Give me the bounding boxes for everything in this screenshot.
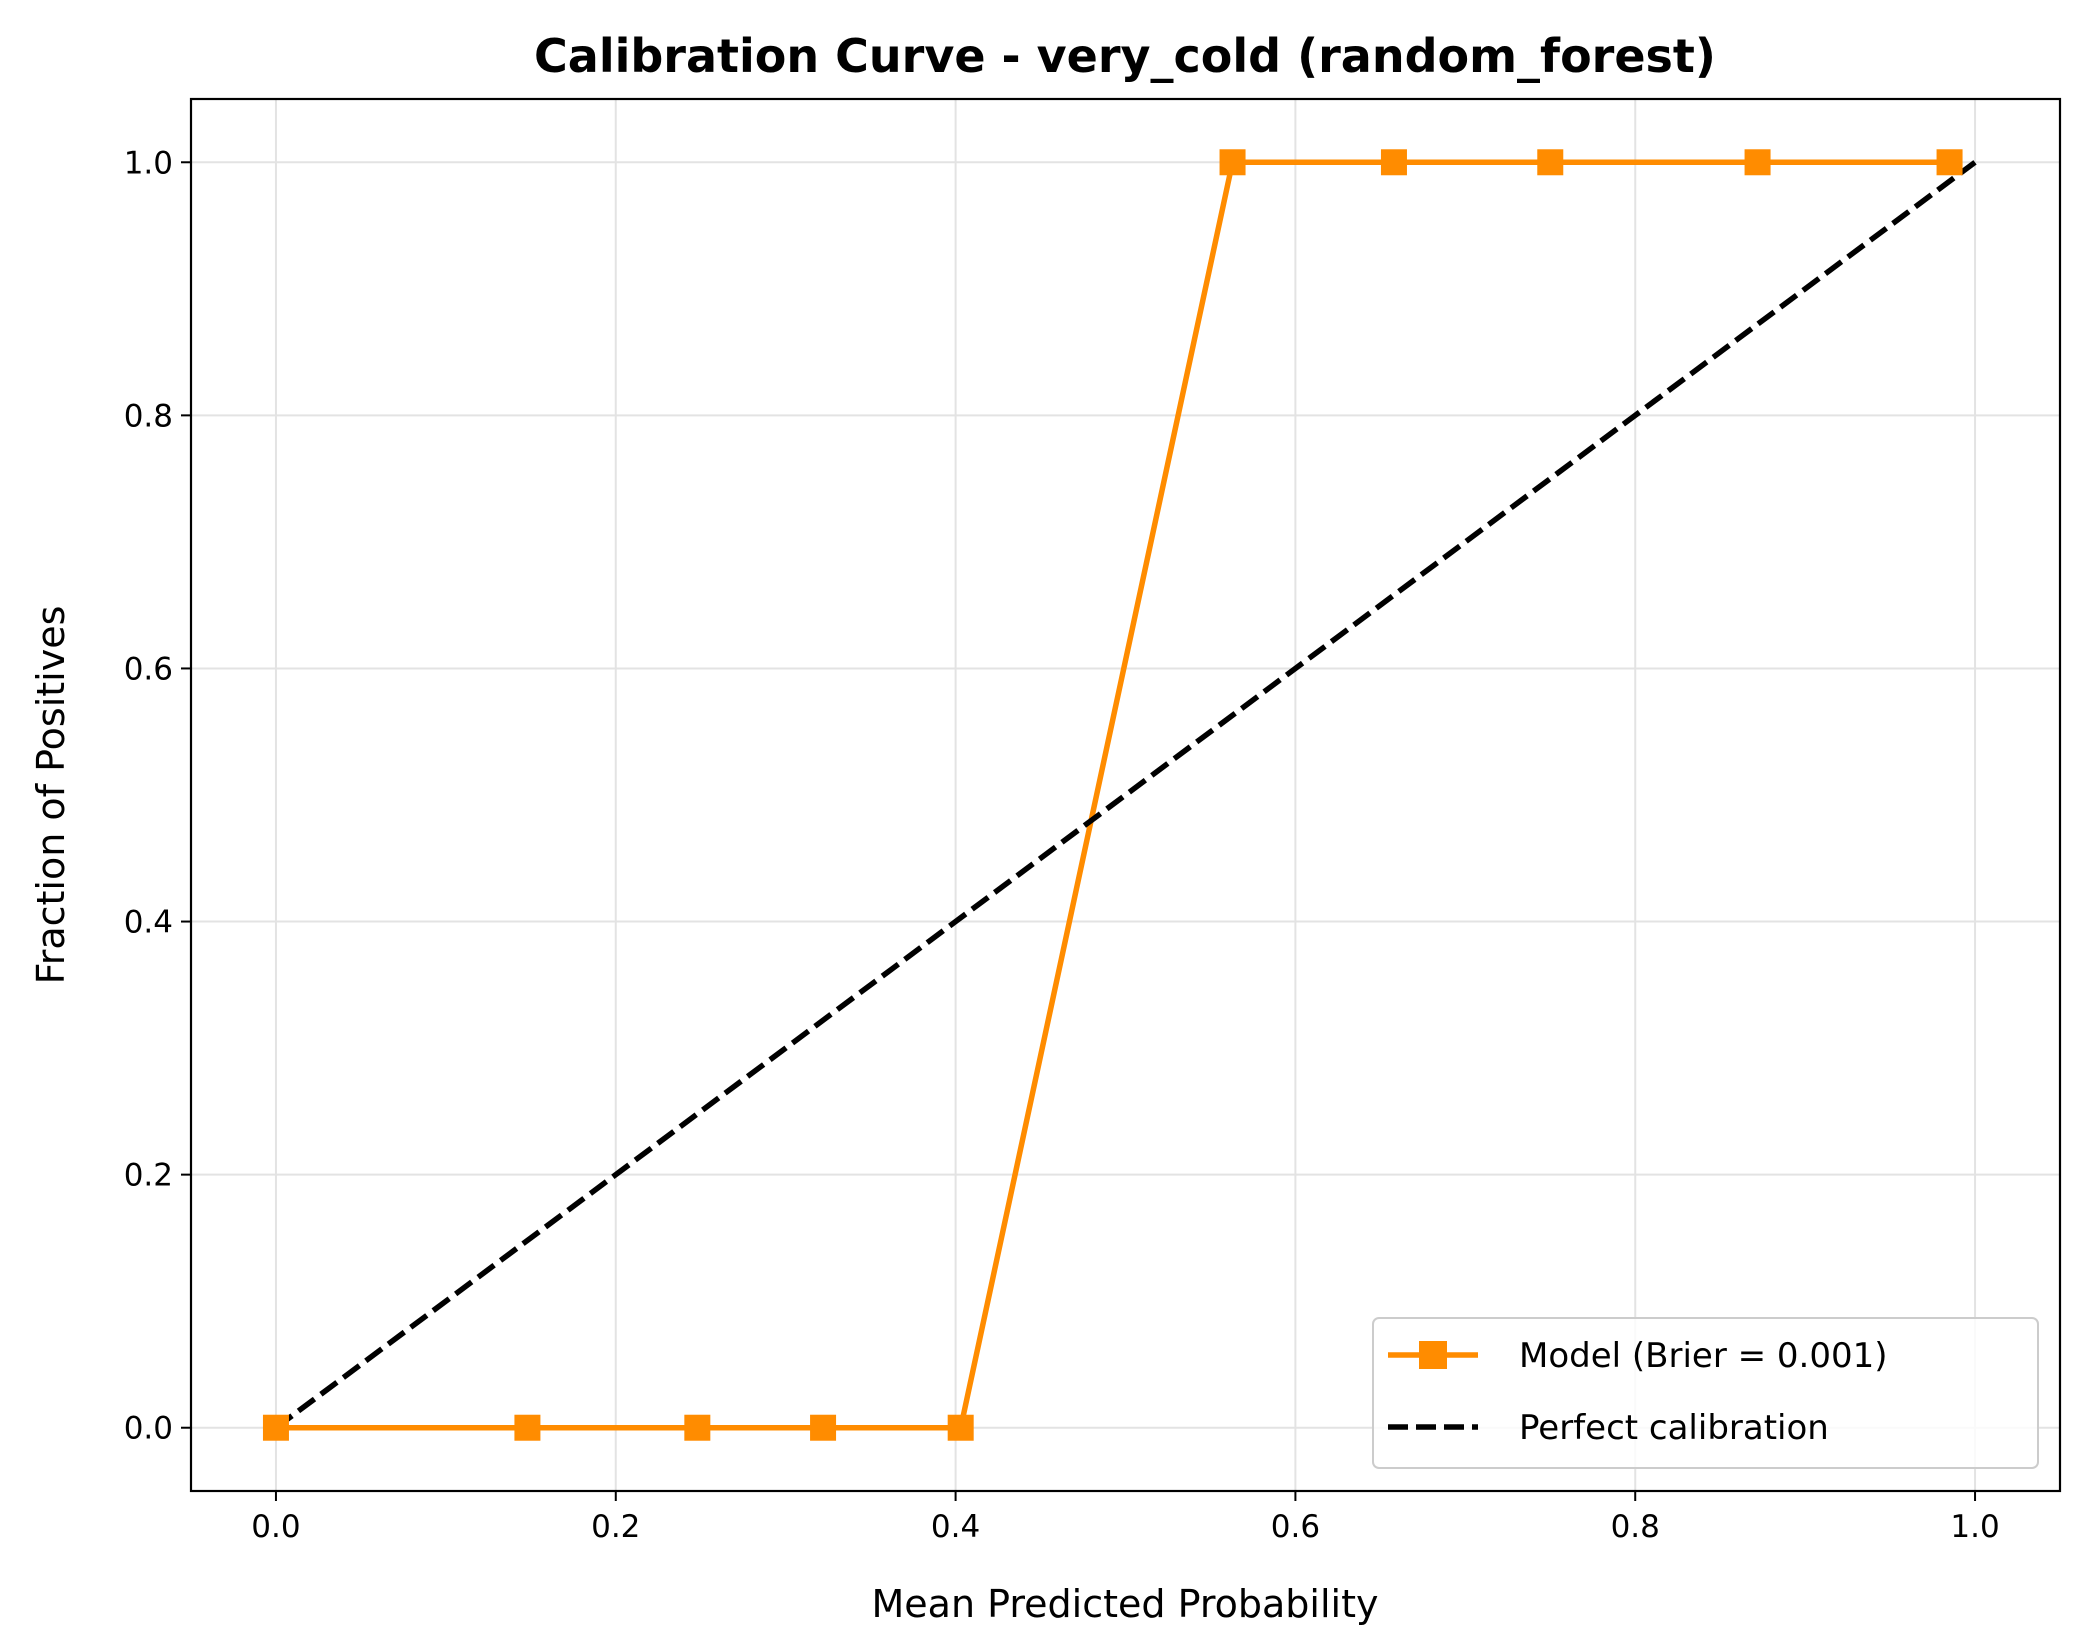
y-tick-label: 0.6 — [124, 651, 173, 687]
x-tick-label: 1.0 — [1950, 1509, 1999, 1545]
legend-perfect-label: Perfect calibration — [1519, 1408, 1829, 1448]
y-tick-label: 0.8 — [124, 398, 173, 434]
model-point-marker — [1219, 149, 1246, 176]
legend: Model (Brier = 0.001) Perfect calibratio… — [1372, 1317, 2039, 1469]
x-tick-label: 0.0 — [251, 1509, 300, 1545]
legend-model-marker — [1419, 1341, 1447, 1369]
x-tick-label: 0.4 — [931, 1509, 980, 1545]
x-tick-label: 0.6 — [1271, 1509, 1320, 1545]
model-point-marker — [1744, 149, 1771, 176]
perfect-calibration-line — [274, 160, 1977, 1430]
y-tick-label: 1.0 — [124, 145, 173, 181]
legend-box — [1372, 1317, 2039, 1469]
y-tick-label: 0.4 — [124, 905, 173, 941]
plot-frame — [189, 97, 2062, 1493]
chart-title: Calibration Curve - very_cold (random_fo… — [534, 29, 1716, 83]
model-point-marker — [684, 1414, 711, 1441]
model-point-marker — [262, 1414, 289, 1441]
model-point-marker — [810, 1414, 837, 1441]
model-point-marker — [1380, 149, 1407, 176]
model-point-marker — [514, 1414, 541, 1441]
legend-model-label: Model (Brier = 0.001) — [1519, 1336, 1888, 1376]
x-tick-label: 0.2 — [591, 1509, 640, 1545]
x-axis-label: Mean Predicted Probability — [872, 1582, 1379, 1626]
plot-series — [262, 149, 1977, 1441]
axis-ticks: 0.0 0.2 0.4 0.6 0.8 1.0 0.0 0.2 0.4 0.6 0.8 1.0 — [124, 145, 2000, 1545]
model-point-marker — [1936, 149, 1963, 176]
y-tick-label: 0.0 — [124, 1411, 173, 1447]
model-point-marker — [947, 1414, 974, 1441]
model-series-line — [276, 159, 1950, 1431]
y-tick-label: 0.2 — [124, 1158, 173, 1194]
y-axis-label: Fraction of Positives — [29, 606, 73, 985]
model-point-marker — [1537, 149, 1564, 176]
x-tick-label: 0.8 — [1611, 1509, 1660, 1545]
